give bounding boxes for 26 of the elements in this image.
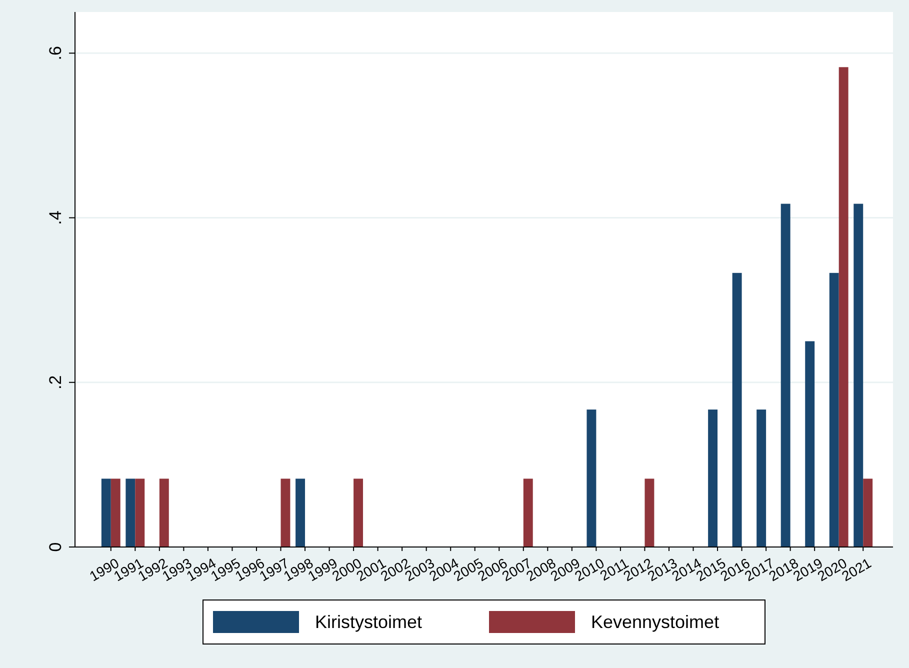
bar <box>780 204 790 547</box>
bar <box>523 478 533 547</box>
bar <box>805 341 815 547</box>
bar <box>708 410 718 547</box>
bar <box>644 478 654 547</box>
bar <box>854 204 864 547</box>
bar <box>732 272 742 547</box>
bar <box>296 478 306 547</box>
legend-label: Kiristystoimet <box>315 612 422 632</box>
bar <box>126 478 136 547</box>
bar <box>110 478 120 547</box>
bar <box>756 410 766 547</box>
bar <box>135 478 145 547</box>
y-tick-label: .6 <box>46 46 65 60</box>
y-tick-label: .4 <box>46 210 65 225</box>
y-tick-label: .2 <box>46 375 65 390</box>
legend-label: Kevennystoimet <box>591 612 720 632</box>
bar <box>159 478 169 547</box>
y-tick-label: 0 <box>46 542 65 552</box>
bar <box>838 67 848 547</box>
bar <box>101 478 111 547</box>
bar <box>863 478 873 547</box>
bar <box>354 478 364 547</box>
bar <box>829 272 839 547</box>
bar <box>586 410 596 547</box>
bar <box>280 478 290 547</box>
